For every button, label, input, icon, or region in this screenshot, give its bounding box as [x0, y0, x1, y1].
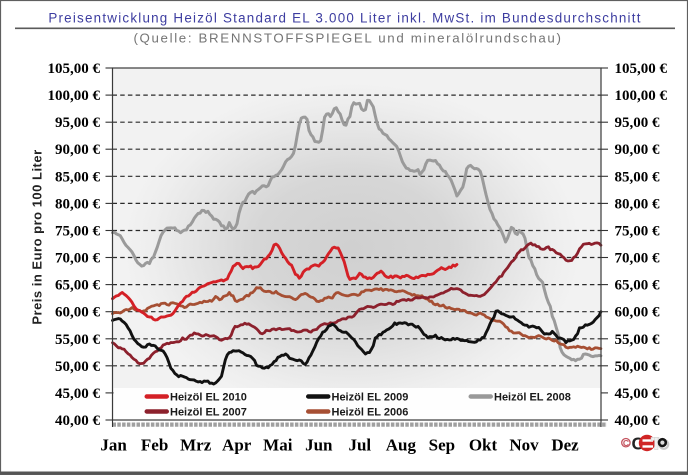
svg-text:60,00 €: 60,00 €	[55, 305, 101, 321]
svg-text:85,00 €: 85,00 €	[615, 169, 661, 185]
svg-text:55,00 €: 55,00 €	[615, 332, 661, 348]
svg-text:90,00 €: 90,00 €	[55, 142, 101, 158]
svg-text:Sep: Sep	[429, 436, 455, 455]
svg-text:Feb: Feb	[141, 436, 168, 455]
svg-text:C: C	[623, 438, 629, 448]
svg-text:Heizöl EL 2006: Heizöl EL 2006	[332, 407, 409, 419]
svg-text:95,00 €: 95,00 €	[55, 115, 101, 131]
svg-text:Nov: Nov	[509, 436, 539, 455]
svg-text:Preis in Euro pro 100 Liter: Preis in Euro pro 100 Liter	[30, 149, 45, 324]
svg-text:100,00 €: 100,00 €	[615, 88, 668, 104]
svg-text:80,00 €: 80,00 €	[55, 196, 101, 212]
svg-text:70,00 €: 70,00 €	[615, 251, 661, 267]
svg-text:65,00 €: 65,00 €	[55, 278, 101, 294]
svg-text:Mrz: Mrz	[180, 436, 212, 455]
svg-text:50,00 €: 50,00 €	[615, 359, 661, 375]
svg-text:40,00 €: 40,00 €	[615, 413, 661, 429]
svg-text:75,00 €: 75,00 €	[55, 224, 101, 240]
svg-text:45,00 €: 45,00 €	[55, 386, 101, 402]
svg-text:Heizöl EL 2010: Heizöl EL 2010	[170, 392, 247, 404]
svg-text:90,00 €: 90,00 €	[615, 142, 661, 158]
svg-text:70,00 €: 70,00 €	[55, 251, 101, 267]
svg-text:Preisentwicklung Heizöl Standa: Preisentwicklung Heizöl Standard EL 3.00…	[48, 11, 641, 26]
svg-text:Mai: Mai	[263, 436, 293, 455]
svg-text:105,00 €: 105,00 €	[615, 61, 668, 77]
svg-text:95,00 €: 95,00 €	[615, 115, 661, 131]
svg-text:(Quelle: BRENNSTOFFSPIEGEL und: (Quelle: BRENNSTOFFSPIEGEL und mineralöl…	[133, 30, 562, 45]
svg-text:55,00 €: 55,00 €	[55, 332, 101, 348]
svg-text:100,00 €: 100,00 €	[48, 88, 101, 104]
svg-text:45,00 €: 45,00 €	[615, 386, 661, 402]
svg-text:50,00 €: 50,00 €	[55, 359, 101, 375]
svg-text:Heizöl EL 2009: Heizöl EL 2009	[332, 392, 409, 404]
svg-text:85,00 €: 85,00 €	[55, 169, 101, 185]
svg-text:65,00 €: 65,00 €	[615, 278, 661, 294]
svg-text:105,00 €: 105,00 €	[48, 61, 101, 77]
svg-text:Heizöl EL 2007: Heizöl EL 2007	[170, 407, 247, 419]
svg-text:75,00 €: 75,00 €	[615, 224, 661, 240]
svg-text:Heizöl EL 2008: Heizöl EL 2008	[494, 392, 571, 404]
svg-text:Jul: Jul	[348, 436, 371, 455]
svg-text:40,00 €: 40,00 €	[55, 413, 101, 429]
svg-text:Okt: Okt	[469, 436, 498, 455]
svg-text:Apr: Apr	[222, 436, 252, 455]
svg-text:Jun: Jun	[305, 436, 333, 455]
svg-text:Dez: Dez	[551, 436, 579, 455]
svg-text:60,00 €: 60,00 €	[615, 305, 661, 321]
svg-text:Aug: Aug	[386, 436, 417, 455]
svg-text:80,00 €: 80,00 €	[615, 196, 661, 212]
svg-text:Jan: Jan	[100, 436, 127, 455]
